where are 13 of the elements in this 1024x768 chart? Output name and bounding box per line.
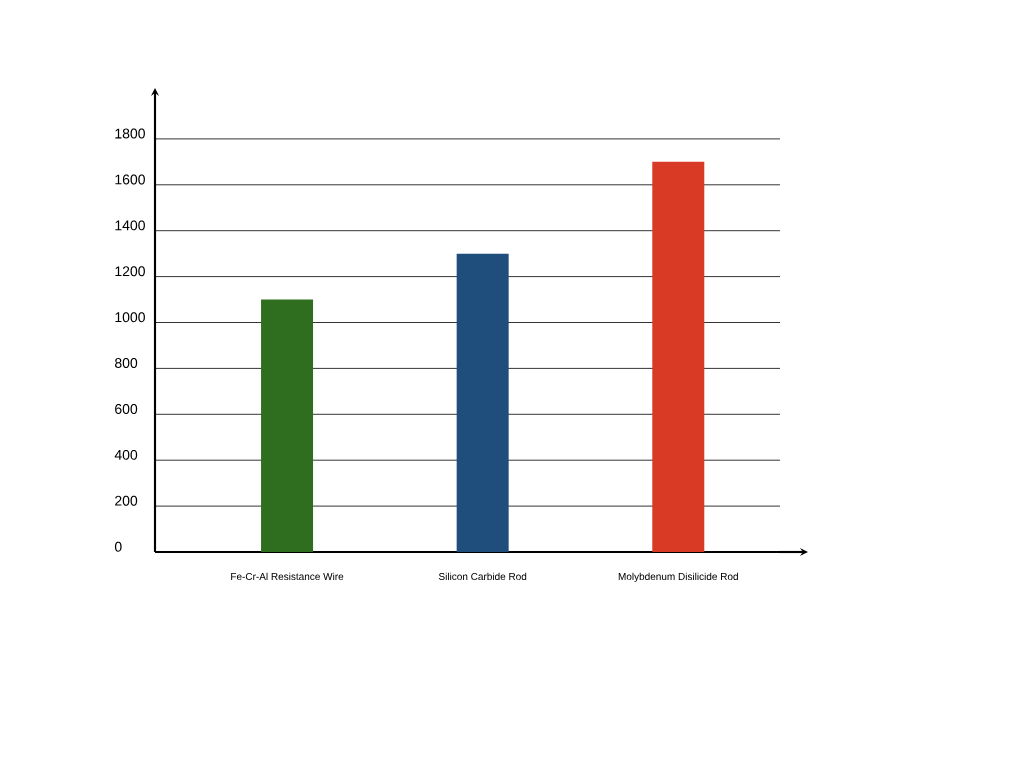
y-tick-label: 600 xyxy=(115,404,138,414)
y-tick-label: 1000 xyxy=(115,312,145,323)
x-tick-label: Fe-Cr-Al Resistance Wire xyxy=(231,572,344,581)
x-tick-label: Silicon Carbide Rod xyxy=(438,572,527,581)
y-tick-label: 1600 xyxy=(115,174,145,185)
y-tick-label: 0 xyxy=(114,541,122,552)
x-tick-label: Molybdenum Disilicide Rod xyxy=(618,572,738,583)
y-tick-label: 800 xyxy=(114,358,138,369)
y-tick-label: 1200 xyxy=(115,266,145,277)
y-tick-label: 200 xyxy=(115,495,138,506)
y-tick-label: 1400 xyxy=(115,220,145,231)
y-tick-label: 400 xyxy=(114,449,138,460)
y-tick-label: 1800 xyxy=(115,128,145,139)
